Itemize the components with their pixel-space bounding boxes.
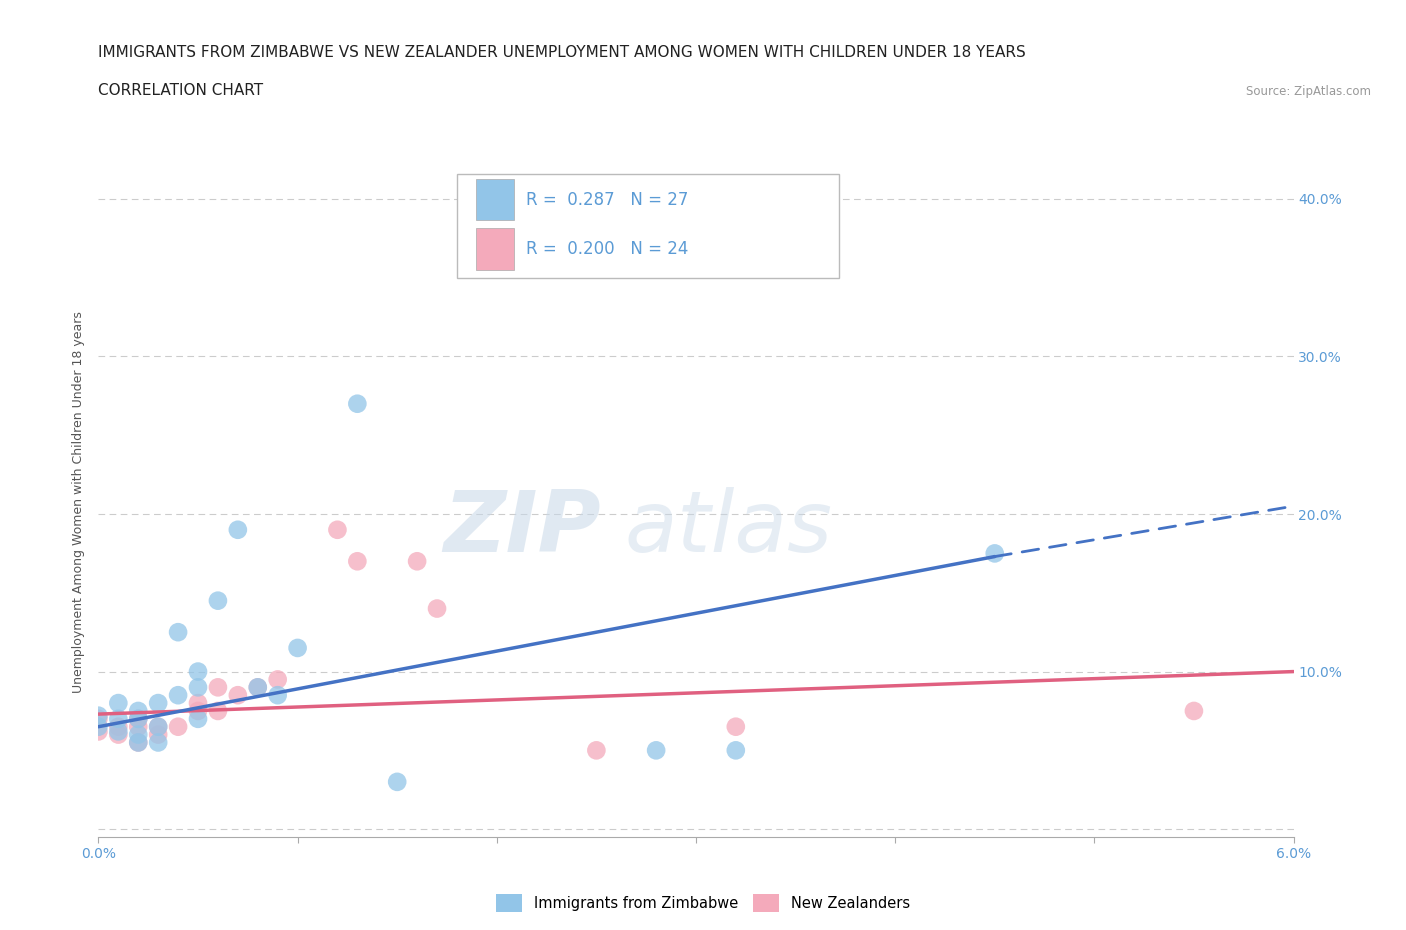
Point bbox=[127, 711, 149, 726]
Point bbox=[246, 680, 269, 695]
Point bbox=[148, 696, 170, 711]
Point bbox=[187, 703, 209, 718]
Text: Source: ZipAtlas.com: Source: ZipAtlas.com bbox=[1246, 85, 1371, 98]
Point bbox=[724, 719, 747, 734]
Point bbox=[167, 625, 190, 640]
Point bbox=[187, 680, 209, 695]
Point bbox=[87, 724, 110, 738]
Point bbox=[127, 727, 149, 742]
Point bbox=[267, 688, 290, 703]
Point bbox=[167, 688, 190, 703]
Point bbox=[326, 523, 349, 538]
Point bbox=[1182, 703, 1205, 718]
Text: atlas: atlas bbox=[624, 487, 832, 570]
Point bbox=[107, 696, 129, 711]
FancyBboxPatch shape bbox=[477, 179, 515, 220]
Point bbox=[187, 711, 209, 726]
Y-axis label: Unemployment Among Women with Children Under 18 years: Unemployment Among Women with Children U… bbox=[72, 312, 86, 693]
Point bbox=[246, 680, 269, 695]
Text: R =  0.200   N = 24: R = 0.200 N = 24 bbox=[526, 240, 689, 259]
Point bbox=[148, 735, 170, 750]
Point bbox=[148, 719, 170, 734]
Point bbox=[207, 703, 229, 718]
Point bbox=[107, 719, 129, 734]
Point bbox=[984, 546, 1007, 561]
Point bbox=[107, 711, 129, 726]
Point bbox=[127, 703, 149, 718]
Point bbox=[127, 711, 149, 726]
Point bbox=[346, 396, 368, 411]
Point bbox=[127, 735, 149, 750]
Point bbox=[127, 735, 149, 750]
Point bbox=[167, 719, 190, 734]
Point bbox=[127, 719, 149, 734]
Point bbox=[585, 743, 607, 758]
Point bbox=[724, 743, 747, 758]
Point bbox=[187, 696, 209, 711]
Point bbox=[406, 554, 429, 569]
Point bbox=[226, 688, 249, 703]
Text: IMMIGRANTS FROM ZIMBABWE VS NEW ZEALANDER UNEMPLOYMENT AMONG WOMEN WITH CHILDREN: IMMIGRANTS FROM ZIMBABWE VS NEW ZEALANDE… bbox=[98, 46, 1026, 60]
Text: ZIP: ZIP bbox=[443, 487, 600, 570]
Point bbox=[148, 727, 170, 742]
Text: R =  0.287   N = 27: R = 0.287 N = 27 bbox=[526, 191, 689, 208]
Point bbox=[385, 775, 409, 790]
Point bbox=[267, 672, 290, 687]
Legend: Immigrants from Zimbabwe, New Zealanders: Immigrants from Zimbabwe, New Zealanders bbox=[491, 888, 915, 918]
Point bbox=[87, 719, 110, 734]
Point bbox=[87, 711, 110, 726]
Point bbox=[107, 727, 129, 742]
Point bbox=[426, 601, 449, 616]
Point bbox=[346, 554, 368, 569]
FancyBboxPatch shape bbox=[477, 229, 515, 270]
Point bbox=[226, 523, 249, 538]
Point bbox=[148, 719, 170, 734]
Text: CORRELATION CHART: CORRELATION CHART bbox=[98, 83, 263, 98]
FancyBboxPatch shape bbox=[457, 174, 839, 278]
Point bbox=[645, 743, 668, 758]
Point bbox=[287, 641, 309, 656]
Point bbox=[207, 680, 229, 695]
Point bbox=[187, 664, 209, 679]
Point bbox=[107, 724, 129, 738]
Point bbox=[207, 593, 229, 608]
Point bbox=[87, 709, 110, 724]
